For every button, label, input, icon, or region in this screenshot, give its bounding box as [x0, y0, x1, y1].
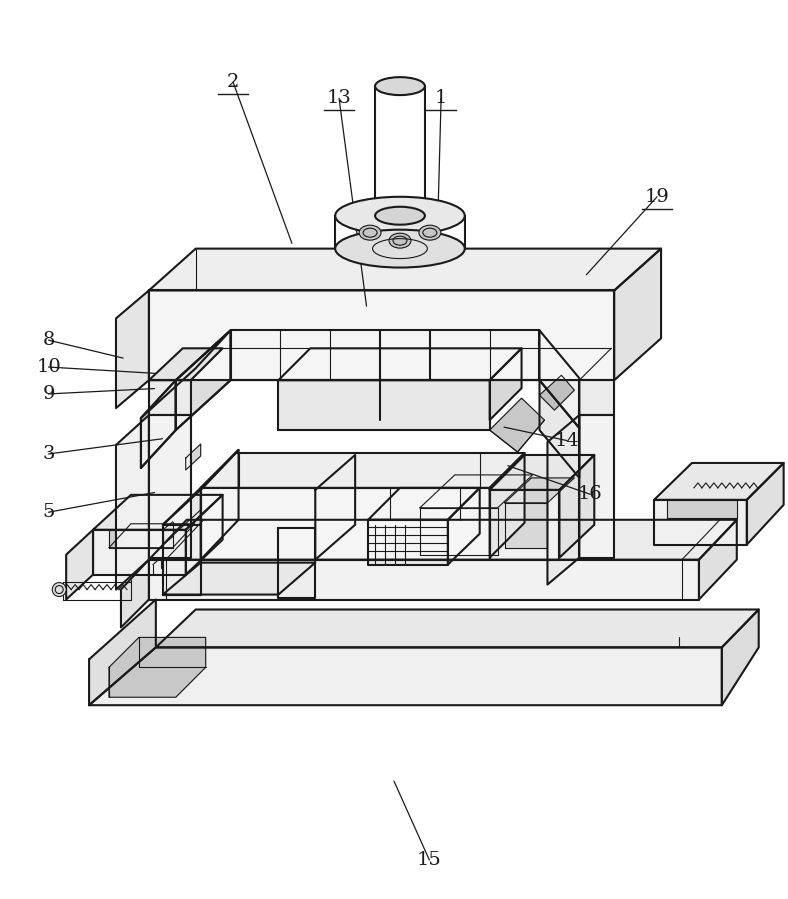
Polygon shape — [540, 330, 579, 428]
Polygon shape — [278, 348, 522, 380]
Text: 10: 10 — [36, 358, 61, 376]
Polygon shape — [163, 563, 315, 594]
Polygon shape — [186, 444, 201, 470]
Polygon shape — [489, 455, 594, 490]
Polygon shape — [540, 380, 579, 478]
Polygon shape — [186, 494, 222, 574]
Text: 8: 8 — [43, 331, 54, 349]
Polygon shape — [231, 330, 540, 380]
Ellipse shape — [52, 583, 66, 597]
Polygon shape — [559, 455, 594, 557]
Polygon shape — [278, 380, 489, 430]
Ellipse shape — [389, 233, 411, 248]
Polygon shape — [504, 478, 574, 503]
Polygon shape — [176, 330, 231, 430]
Polygon shape — [149, 415, 191, 557]
Polygon shape — [540, 375, 574, 410]
Polygon shape — [93, 530, 186, 574]
Polygon shape — [420, 508, 498, 555]
Polygon shape — [654, 500, 747, 545]
Polygon shape — [654, 463, 783, 500]
Polygon shape — [141, 380, 176, 468]
Polygon shape — [109, 524, 195, 547]
Polygon shape — [156, 610, 759, 647]
Text: 5: 5 — [43, 503, 54, 521]
Polygon shape — [315, 455, 355, 560]
Text: 3: 3 — [43, 445, 54, 463]
Polygon shape — [201, 450, 239, 560]
Polygon shape — [201, 453, 525, 488]
Polygon shape — [368, 520, 448, 565]
Text: 1: 1 — [435, 89, 448, 107]
Ellipse shape — [375, 207, 425, 225]
Polygon shape — [722, 610, 759, 705]
Polygon shape — [149, 290, 614, 380]
Polygon shape — [614, 249, 661, 380]
Polygon shape — [579, 415, 614, 557]
Ellipse shape — [335, 229, 465, 268]
Text: 19: 19 — [645, 188, 670, 206]
Text: 14: 14 — [555, 432, 579, 450]
Polygon shape — [163, 450, 239, 525]
Ellipse shape — [419, 225, 440, 240]
Polygon shape — [93, 494, 222, 530]
Polygon shape — [149, 560, 699, 600]
Polygon shape — [448, 488, 480, 565]
Polygon shape — [489, 348, 522, 420]
Polygon shape — [667, 500, 737, 518]
Polygon shape — [141, 330, 231, 418]
Polygon shape — [489, 398, 545, 452]
Text: 13: 13 — [326, 89, 351, 107]
Polygon shape — [89, 600, 156, 705]
Polygon shape — [489, 490, 559, 560]
Polygon shape — [548, 415, 579, 584]
Polygon shape — [368, 488, 480, 520]
Polygon shape — [176, 330, 231, 430]
Polygon shape — [420, 475, 533, 508]
Text: 15: 15 — [417, 851, 442, 869]
Polygon shape — [149, 520, 737, 560]
Polygon shape — [116, 415, 149, 590]
Polygon shape — [699, 520, 737, 600]
Polygon shape — [89, 647, 722, 705]
Polygon shape — [489, 453, 525, 557]
Text: 9: 9 — [43, 385, 54, 403]
Polygon shape — [278, 528, 315, 598]
Polygon shape — [116, 290, 149, 408]
Polygon shape — [109, 530, 173, 547]
Polygon shape — [149, 249, 661, 290]
Polygon shape — [201, 488, 489, 560]
Polygon shape — [747, 463, 783, 545]
Text: 16: 16 — [578, 485, 603, 503]
Polygon shape — [504, 503, 548, 547]
Polygon shape — [149, 380, 191, 415]
Polygon shape — [579, 380, 614, 415]
Polygon shape — [149, 348, 222, 380]
Polygon shape — [163, 525, 201, 594]
Polygon shape — [121, 560, 149, 628]
Ellipse shape — [335, 197, 465, 235]
Ellipse shape — [359, 225, 381, 240]
Text: 2: 2 — [227, 73, 240, 91]
Polygon shape — [66, 530, 93, 600]
Ellipse shape — [375, 77, 425, 95]
Polygon shape — [109, 637, 206, 698]
